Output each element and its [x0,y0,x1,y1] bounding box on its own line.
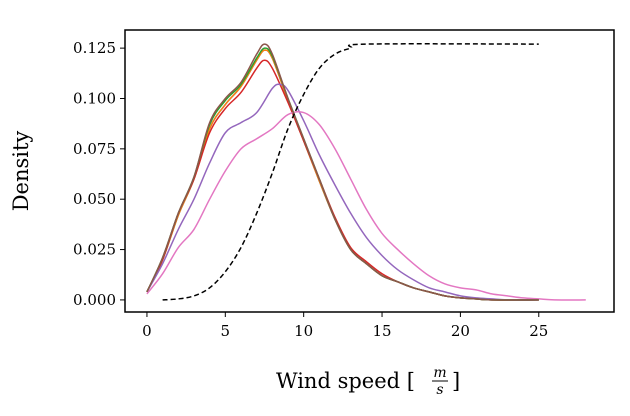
series-line-7 [162,43,539,301]
x-axis-unit-denominator: s [436,382,443,398]
x-tick-label: 25 [529,322,548,340]
series-line-6 [146,111,586,301]
series-line-4 [146,83,539,301]
series-line-5 [146,43,539,301]
x-axis-label-text: Wind speed [276,369,400,393]
x-tick-label: 0 [142,322,152,340]
svg-text:]: ] [452,369,460,393]
series-line-1 [146,49,539,301]
svg-text:Wind speed [: Wind speed [ [276,369,415,393]
x-axis-label: Wind speed [ m s ] [276,365,460,398]
x-tick-label: 15 [372,322,391,340]
series-line-2 [146,47,539,301]
plot-frame [124,29,615,313]
y-tick-label: 0.125 [73,39,116,57]
ticks-layer: 0 5 10 15 20 25 0.000 0.025 0.050 0.075 0.100 0.125 [73,39,548,340]
series-line-0 [146,49,539,301]
y-tick-label: 0.000 [73,291,116,309]
series-line-3 [146,59,539,301]
y-tick-label: 0.050 [73,190,116,208]
y-tick-label: 0.075 [73,140,116,158]
y-tick-label: 0.025 [73,241,116,259]
y-tick-label: 0.100 [73,89,116,107]
x-tick-label: 5 [221,322,231,340]
x-axis-unit-numerator: m [433,365,446,381]
x-tick-label: 20 [451,322,470,340]
x-tick-label: 10 [294,322,313,340]
series-layer [146,43,586,301]
y-axis-label: Density [9,131,33,212]
